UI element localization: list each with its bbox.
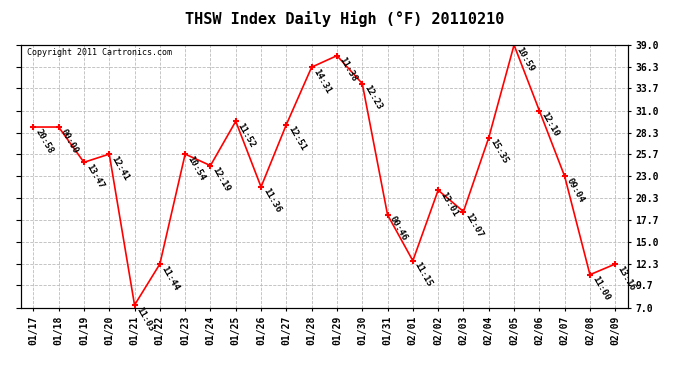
Text: 11:15: 11:15 (413, 261, 434, 288)
Text: 14:31: 14:31 (312, 67, 333, 95)
Text: 12:41: 12:41 (109, 154, 130, 182)
Text: Copyright 2011 Cartronics.com: Copyright 2011 Cartronics.com (27, 48, 172, 57)
Text: 12:10: 12:10 (540, 111, 560, 138)
Text: 11:52: 11:52 (236, 121, 257, 149)
Text: 00:46: 00:46 (388, 215, 408, 243)
Text: THSW Index Daily High (°F) 20110210: THSW Index Daily High (°F) 20110210 (186, 11, 504, 27)
Text: 13:16: 13:16 (615, 264, 636, 292)
Text: 20:58: 20:58 (33, 127, 55, 155)
Text: 09:04: 09:04 (564, 176, 586, 204)
Text: 00:00: 00:00 (59, 127, 80, 155)
Text: 10:59: 10:59 (514, 45, 535, 73)
Text: 12:51: 12:51 (286, 124, 308, 152)
Text: 13:47: 13:47 (84, 162, 105, 190)
Text: 12:23: 12:23 (362, 84, 384, 111)
Text: 11:00: 11:00 (590, 274, 611, 303)
Text: 12:07: 12:07 (464, 211, 484, 239)
Text: 11:03: 11:03 (135, 305, 156, 333)
Text: 13:01: 13:01 (438, 190, 460, 218)
Text: 11:44: 11:44 (160, 264, 181, 292)
Text: 12:19: 12:19 (210, 166, 232, 194)
Text: 10:54: 10:54 (185, 154, 206, 182)
Text: 11:36: 11:36 (261, 187, 282, 215)
Text: 15:35: 15:35 (489, 138, 510, 165)
Text: 11:38: 11:38 (337, 56, 358, 84)
